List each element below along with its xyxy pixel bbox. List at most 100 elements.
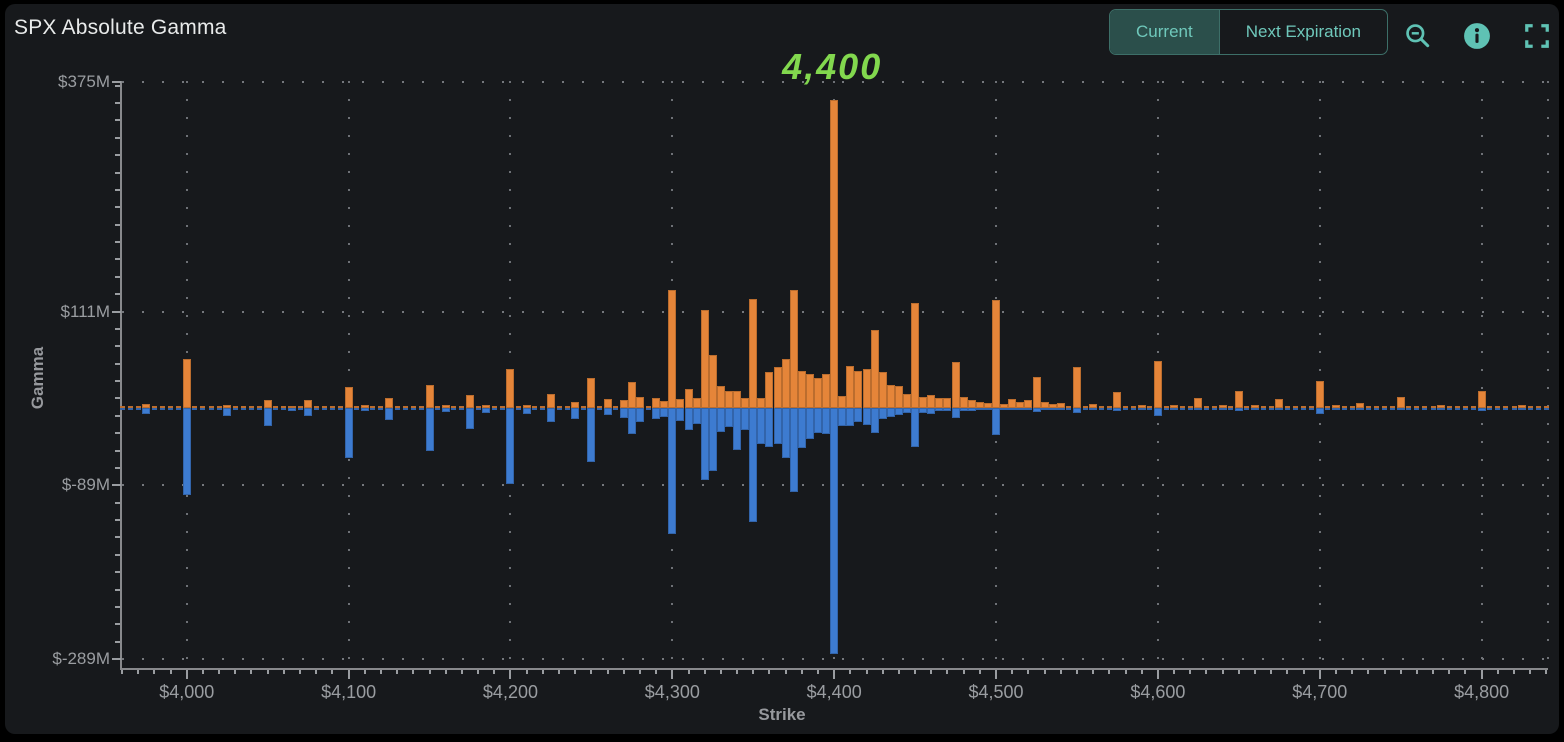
baseline-dash-put	[1422, 408, 1428, 410]
x-minor-tick	[1464, 670, 1467, 674]
x-minor-tick	[1496, 670, 1499, 674]
x-minor-tick	[282, 670, 285, 674]
x-tick-label: $4,300	[644, 682, 700, 702]
x-minor-tick	[622, 670, 625, 674]
y-minor-tick	[115, 466, 120, 469]
baseline-dash-call	[451, 406, 457, 408]
bar-call	[765, 372, 774, 408]
bar-put	[814, 408, 822, 433]
baseline-dash-call	[580, 406, 586, 408]
y-minor-tick	[115, 501, 120, 504]
bar-call	[684, 389, 693, 408]
baseline-dash-call	[540, 406, 546, 408]
baseline-dash-call	[418, 406, 424, 408]
toggle-option-current[interactable]: Current	[1110, 10, 1219, 54]
bar-put	[935, 408, 944, 411]
y-minor-tick	[115, 640, 120, 643]
baseline-dash-call	[1260, 406, 1266, 408]
bar-call	[1040, 402, 1049, 408]
baseline-dash-put	[1511, 408, 1517, 410]
baseline-dash-call	[1462, 406, 1468, 408]
bar-call	[911, 303, 920, 408]
x-minor-tick	[137, 670, 140, 674]
y-minor-tick	[115, 536, 120, 539]
baseline-dash-call	[1066, 406, 1072, 408]
x-axis-title: Strike	[758, 705, 806, 724]
y-minor-tick	[115, 258, 120, 261]
baseline-dash-put	[1106, 408, 1112, 410]
baseline-dash-call	[321, 406, 327, 408]
baseline-dash-put	[135, 408, 141, 410]
baseline-dash-put	[1430, 408, 1436, 410]
baseline-dash-call	[1446, 406, 1452, 408]
x-minor-tick	[800, 670, 803, 674]
info-button[interactable]	[1463, 22, 1491, 50]
y-major-tick	[112, 658, 121, 661]
bar-put	[773, 408, 782, 444]
baseline-dash-call	[459, 406, 465, 408]
baseline-dash-call	[394, 406, 400, 408]
bar-put	[1275, 408, 1284, 410]
x-minor-tick	[266, 670, 269, 674]
bar-call	[1032, 377, 1041, 408]
bar-call	[1089, 404, 1098, 408]
bar-put	[142, 408, 151, 414]
baseline-dash-call	[1495, 406, 1501, 408]
baseline-dash-call	[1284, 406, 1290, 408]
baseline-dash-put	[1527, 408, 1533, 410]
baseline-dash-call	[1454, 406, 1460, 408]
bar-put	[385, 408, 394, 420]
x-minor-tick	[1075, 670, 1078, 674]
baseline-dash-call	[1123, 406, 1129, 408]
zoom-out-button[interactable]	[1404, 22, 1432, 50]
baseline-dash-put	[1123, 408, 1129, 410]
x-tick-label: $4,700	[1292, 682, 1348, 702]
x-minor-tick	[1043, 670, 1046, 674]
bar-put	[668, 408, 677, 534]
bar-put	[692, 408, 701, 424]
bar-put	[975, 408, 984, 410]
baseline-dash-put	[281, 408, 287, 410]
fullscreen-button[interactable]	[1523, 22, 1551, 50]
bar-call	[304, 400, 313, 408]
bar-call	[344, 387, 353, 408]
y-minor-tick	[115, 154, 120, 157]
y-minor-tick	[115, 519, 120, 522]
bar-call	[425, 385, 434, 408]
y-minor-tick	[115, 553, 120, 556]
bar-put	[223, 408, 232, 416]
bar-put	[789, 408, 798, 492]
baseline-dash-put	[580, 408, 586, 410]
x-minor-tick	[946, 670, 949, 674]
bar-put	[911, 408, 920, 447]
bar-call	[927, 395, 936, 408]
x-minor-tick	[1189, 670, 1192, 674]
x-major-tick	[509, 670, 512, 679]
baseline-dash-call	[1106, 406, 1112, 408]
y-minor-tick	[115, 119, 120, 122]
x-minor-tick	[1027, 670, 1030, 674]
x-minor-tick	[218, 670, 221, 674]
bar-call	[1016, 402, 1025, 408]
baseline-dash-put	[1341, 408, 1347, 410]
baseline-dash-call	[1349, 406, 1355, 408]
baseline-dash-put	[410, 408, 416, 410]
toggle-option-next-expiration[interactable]: Next Expiration	[1218, 10, 1387, 54]
baseline-dash-call	[435, 406, 441, 408]
x-minor-tick	[1140, 670, 1143, 674]
y-minor-tick	[115, 188, 120, 191]
baseline-dash-call	[168, 406, 174, 408]
baseline-dash-call	[1082, 406, 1088, 408]
x-minor-tick	[396, 670, 399, 674]
x-minor-tick	[1254, 670, 1257, 674]
baseline-dash-put	[516, 408, 522, 410]
baseline-dash-call	[354, 406, 360, 408]
baseline-dash-call	[216, 406, 222, 408]
bar-put	[838, 408, 847, 426]
x-minor-tick	[1432, 670, 1435, 674]
baseline-dash-call	[532, 406, 538, 408]
baseline-dash-put	[1260, 408, 1266, 410]
x-minor-tick	[153, 670, 156, 674]
bar-put	[822, 408, 831, 434]
baseline-dash-call	[1543, 406, 1549, 408]
